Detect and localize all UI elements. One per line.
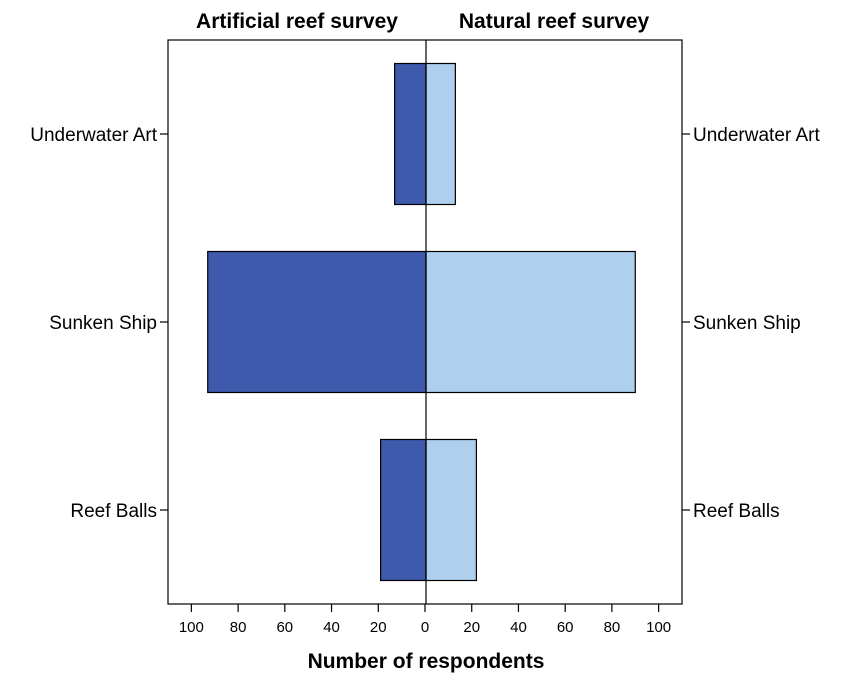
artificial-bar-reef-balls <box>380 438 427 582</box>
x-tick-label: 100 <box>646 619 671 636</box>
artificial-bar-underwater-art <box>394 62 427 206</box>
right-series-title: Natural reef survey <box>459 10 650 33</box>
left-category-label: Reef Balls <box>70 501 157 522</box>
natural-bar-sunken-ship <box>425 250 636 394</box>
x-axis-label: Number of respondents <box>308 650 545 673</box>
x-tick-label: 20 <box>370 619 387 636</box>
left-category-label: Underwater Art <box>30 125 157 146</box>
right-category-label: Sunken Ship <box>693 313 801 334</box>
x-tick-label: 40 <box>510 619 527 636</box>
natural-bar-underwater-art <box>425 62 456 206</box>
right-category-label: Underwater Art <box>693 125 820 146</box>
right-category-label: Reef Balls <box>693 501 780 522</box>
x-tick-label: 40 <box>323 619 340 636</box>
artificial-bar-sunken-ship <box>207 250 427 394</box>
x-tick-label: 80 <box>604 619 621 636</box>
x-tick-label: 100 <box>179 619 204 636</box>
x-tick-label: 20 <box>463 619 480 636</box>
x-tick-label: 60 <box>276 619 293 636</box>
left-series-title: Artificial reef survey <box>196 10 398 33</box>
x-tick-label: 0 <box>421 619 429 636</box>
left-category-label: Sunken Ship <box>49 313 157 334</box>
natural-bar-reef-balls <box>425 438 478 582</box>
x-tick-label: 80 <box>230 619 247 636</box>
x-tick-label: 60 <box>557 619 574 636</box>
